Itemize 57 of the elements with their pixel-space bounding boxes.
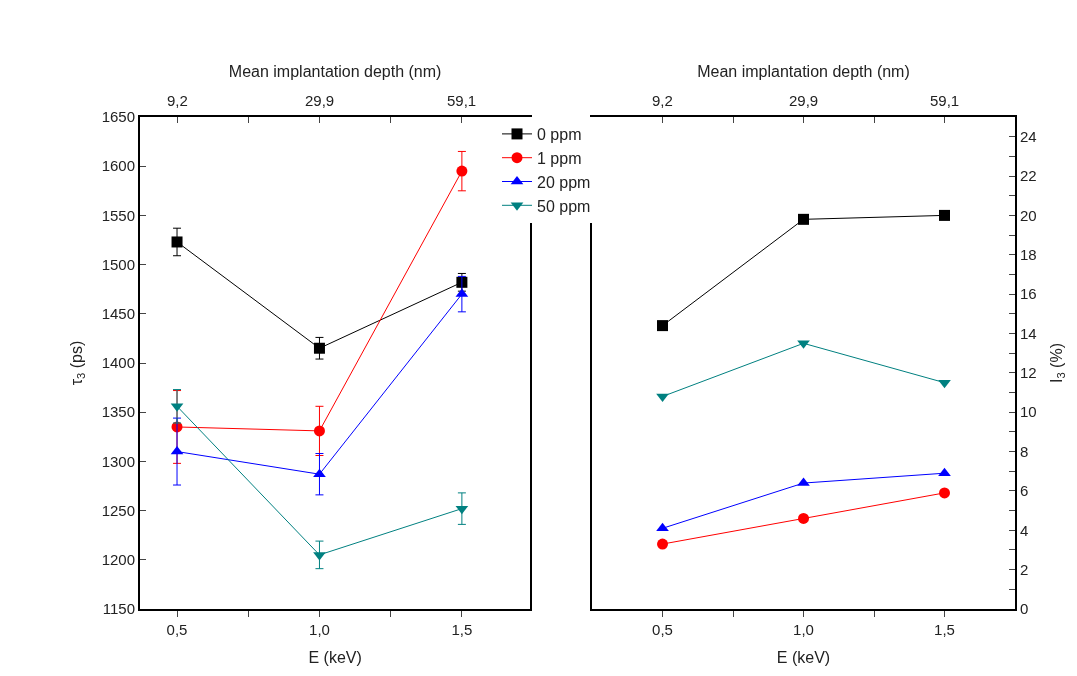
x2-axis-title: Mean implantation depth (nm) xyxy=(697,63,910,81)
y-tick-label: 1600 xyxy=(101,157,135,175)
y-tick-label: 1150 xyxy=(102,600,135,618)
y-tick-label: 1200 xyxy=(101,551,135,569)
point xyxy=(171,236,183,248)
y2-tick-label: 16 xyxy=(1020,285,1037,303)
y2-tick-label: 0 xyxy=(1020,600,1029,618)
y-tick-label: 1550 xyxy=(101,206,135,224)
point xyxy=(656,522,669,532)
point xyxy=(798,512,810,524)
y-tick-label: 1650 xyxy=(101,108,135,126)
annotation: 29,9 xyxy=(789,92,819,109)
y-tick-label: 1350 xyxy=(101,403,135,421)
annotation: 9,2 xyxy=(167,92,188,109)
y2-tick-label: 4 xyxy=(1020,521,1029,539)
point xyxy=(657,538,669,550)
point xyxy=(455,505,469,515)
y2-tick-label: 10 xyxy=(1020,403,1037,421)
y2-tick-label: 8 xyxy=(1020,442,1029,460)
x2-axis-title: Mean implantation depth (nm) xyxy=(228,63,442,81)
x-tick-label: 1,5 xyxy=(934,621,955,638)
point xyxy=(313,425,325,437)
y-tick-label: 1250 xyxy=(101,501,135,519)
x-tick-label: 1,0 xyxy=(793,621,814,638)
annotation: 59,1 xyxy=(447,92,477,109)
y2-tick-label: 20 xyxy=(1020,206,1037,224)
legend-label: 0 ppm xyxy=(537,126,582,144)
point xyxy=(313,342,325,354)
x-axis-title: E (keV) xyxy=(776,649,831,667)
point xyxy=(456,165,468,177)
y-tick-label: 1400 xyxy=(101,354,135,372)
y-tick-label: 1300 xyxy=(101,452,135,470)
x-tick-label: 0,5 xyxy=(166,621,188,638)
y2-tick-label: 18 xyxy=(1020,246,1037,264)
point xyxy=(939,209,951,221)
x-axis-title: E (keV) xyxy=(308,649,362,667)
y-tick-label: 1450 xyxy=(101,305,135,323)
point xyxy=(938,379,951,389)
y2-tick-label: 12 xyxy=(1020,364,1037,382)
y2-tick-label: 6 xyxy=(1020,482,1029,500)
legend-label: 50 ppm xyxy=(537,197,591,215)
x-tick-label: 1,0 xyxy=(309,621,330,638)
annotation: 29,9 xyxy=(305,92,335,109)
y2-tick-label: 14 xyxy=(1020,324,1037,342)
y2-tick-label: 2 xyxy=(1020,560,1029,578)
y-tick-label: 1500 xyxy=(101,255,135,273)
x-tick-label: 0,5 xyxy=(652,621,673,638)
x-tick-label: 1,5 xyxy=(451,621,473,638)
annotation: 59,1 xyxy=(930,92,960,109)
legend-label: 20 ppm xyxy=(537,173,591,191)
point xyxy=(798,213,810,225)
legend-label: 1 ppm xyxy=(537,149,582,167)
point xyxy=(657,320,669,332)
y2-tick-label: 24 xyxy=(1020,127,1037,145)
y2-tick-label: 22 xyxy=(1020,167,1037,185)
annotation: 9,2 xyxy=(652,92,673,109)
point xyxy=(939,487,951,499)
